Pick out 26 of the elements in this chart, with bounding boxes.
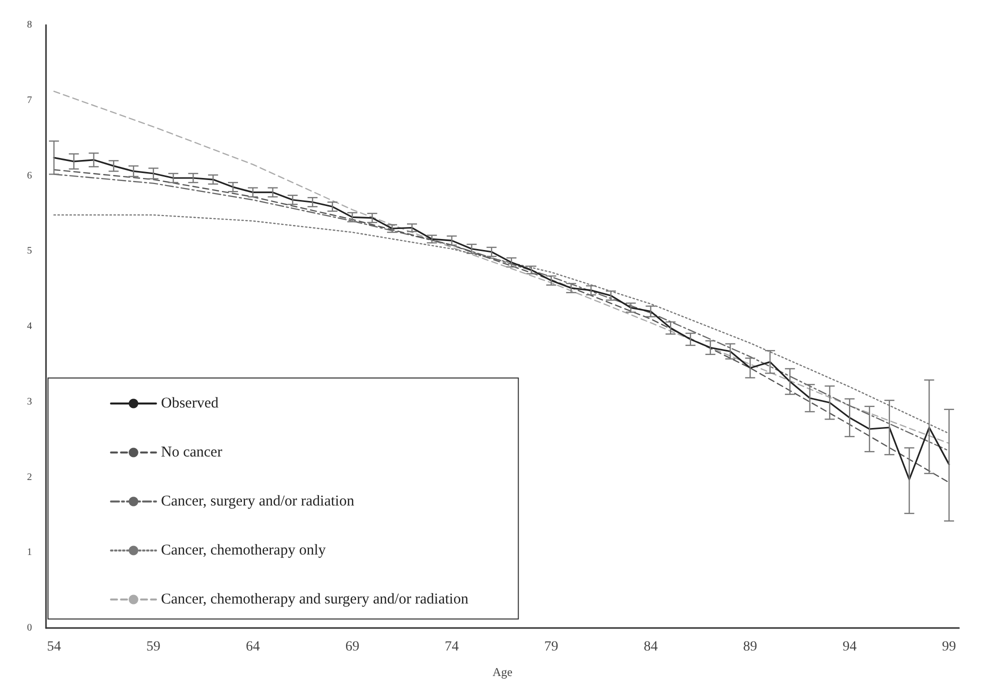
x-tick-label: 69 (345, 640, 360, 654)
y-tick-label: 5 (27, 246, 32, 257)
x-tick-label: 94 (842, 640, 857, 654)
y-tick-label: 0 (27, 622, 32, 634)
x-tick-label: 84 (644, 640, 658, 654)
y-tick-label: 4 (27, 321, 32, 332)
x-tick-label: 99 (942, 640, 956, 654)
x-tick-label: 89 (743, 640, 758, 654)
x-tick-label: 79 (544, 640, 558, 654)
y-tick-label: 6 (27, 170, 32, 182)
legend-label: Cancer, chemotherapy only (161, 542, 326, 558)
legend-label: Cancer, chemotherapy and surgery and/or radiation (161, 592, 469, 608)
y-tick-label: 3 (27, 396, 32, 408)
x-tick-label: 54 (46, 640, 61, 654)
x-tick-label: 74 (444, 640, 459, 654)
y-tick-label: 2 (27, 472, 32, 483)
y-tick-label: 8 (27, 20, 32, 30)
legend-label: Observed (161, 396, 219, 412)
y-tick-label: 1 (27, 547, 32, 558)
x-tick-label: 64 (246, 640, 260, 654)
legend-label: Cancer, surgery and/or radiation (161, 494, 355, 510)
legend-label: No cancer (161, 444, 222, 460)
line-series (53, 90, 950, 444)
y-tick-label: 7 (27, 94, 32, 106)
x-tick-label: 59 (146, 640, 160, 654)
x-axis-title: Age (492, 665, 512, 679)
